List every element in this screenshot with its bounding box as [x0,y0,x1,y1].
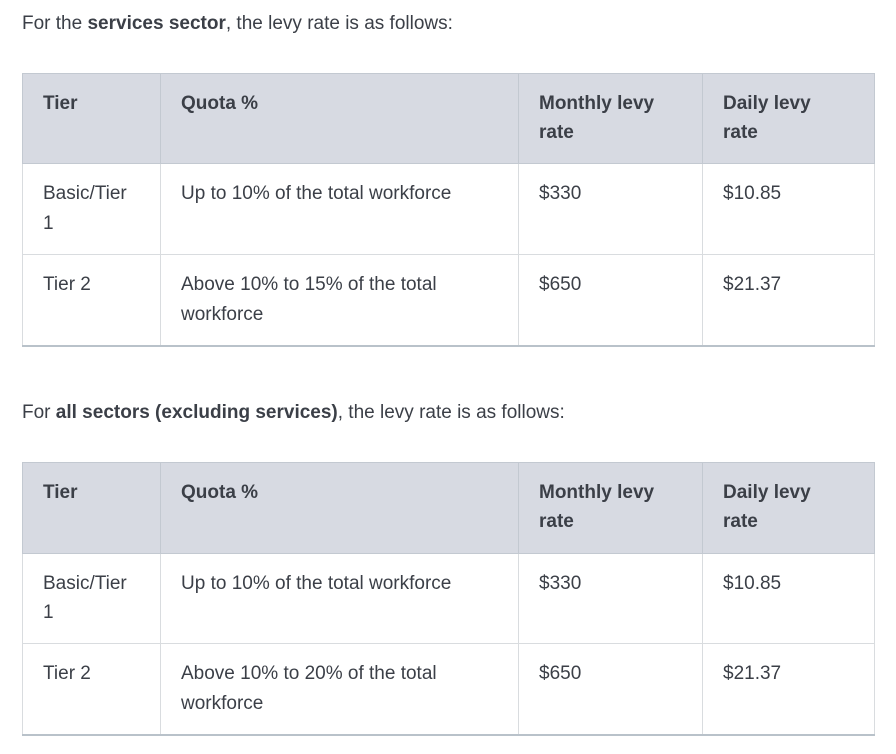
column-header-daily-levy-rate: Daily levy rate [702,73,875,165]
cell-daily-levy: $10.85 [702,163,875,256]
section-all-sectors-excluding-services: For all sectors (excluding services), th… [22,399,875,737]
cell-monthly-levy: $330 [518,552,703,645]
intro-bold-all-sectors: all sectors (excluding services) [55,402,338,424]
column-header-monthly-levy-rate: Monthly levy rate [518,73,703,165]
section-services-sector: For the services sector, the levy rate i… [22,10,875,348]
cell-monthly-levy: $330 [518,163,703,256]
levy-rate-table-all-sectors: Tier Quota % Monthly levy rate Daily lev… [22,461,875,737]
cell-quota: Above 10% to 15% of the total workforce [160,254,519,347]
intro-prefix: For the [22,13,88,34]
cell-daily-levy: $21.37 [702,643,875,736]
intro-bold-services-sector: services sector [87,13,226,34]
table-row-tier-2: Tier 2 Above 10% to 15% of the total wor… [22,254,875,347]
table-header-row: Tier Quota % Monthly levy rate Daily lev… [22,73,875,165]
cell-monthly-levy: $650 [518,254,703,347]
column-header-daily-levy-rate: Daily levy rate [702,462,875,554]
table-row-basic-tier-1: Basic/Tier 1 Up to 10% of the total work… [22,163,875,256]
column-header-quota: Quota % [160,73,519,165]
cell-quota: Above 10% to 20% of the total workforce [160,643,519,736]
intro-text-services: For the services sector, the levy rate i… [22,10,874,39]
levy-rate-table-services: Tier Quota % Monthly levy rate Daily lev… [22,72,875,348]
cell-daily-levy: $10.85 [702,552,875,645]
intro-suffix: , the levy rate is as follows: [337,402,565,424]
cell-quota: Up to 10% of the total workforce [160,552,519,645]
intro-suffix: , the levy rate is as follows: [225,13,453,34]
cell-tier: Basic/Tier 1 [22,552,161,645]
cell-tier: Tier 2 [22,254,161,347]
cell-monthly-levy: $650 [518,643,703,736]
column-header-tier: Tier [22,73,161,165]
cell-tier: Tier 2 [22,643,161,736]
intro-prefix: For [22,402,56,424]
cell-quota: Up to 10% of the total workforce [160,163,519,256]
column-header-monthly-levy-rate: Monthly levy rate [518,462,703,554]
table-header-row: Tier Quota % Monthly levy rate Daily lev… [22,462,875,554]
intro-text-all-sectors: For all sectors (excluding services), th… [22,399,874,428]
column-header-tier: Tier [22,462,161,554]
column-header-quota: Quota % [160,462,519,554]
cell-tier: Basic/Tier 1 [22,163,161,256]
table-row-basic-tier-1: Basic/Tier 1 Up to 10% of the total work… [22,552,875,645]
cell-daily-levy: $21.37 [702,254,875,347]
table-row-tier-2: Tier 2 Above 10% to 20% of the total wor… [22,643,875,736]
